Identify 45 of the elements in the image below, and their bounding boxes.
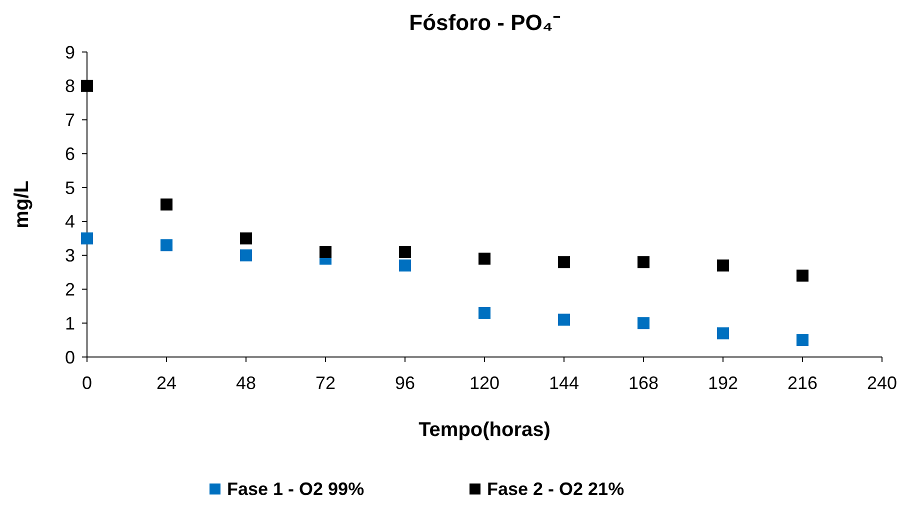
y-tick-label: 4 — [64, 212, 75, 232]
point — [160, 239, 172, 252]
y-tick-label: 1 — [64, 313, 75, 334]
x-tick-label: 144 — [548, 373, 580, 393]
point — [160, 198, 172, 210]
x-tick-label: 216 — [787, 373, 818, 393]
x-tick-label: 24 — [156, 373, 177, 393]
x-tick-label: 192 — [708, 373, 738, 393]
x-tick-label: 120 — [469, 373, 500, 393]
point — [81, 232, 93, 244]
point — [399, 260, 411, 272]
point — [81, 80, 93, 92]
point — [399, 246, 411, 258]
point — [320, 246, 332, 258]
legend-label: Fase 2 - O2 21% — [487, 479, 624, 499]
point — [240, 232, 252, 244]
point — [478, 306, 490, 319]
x-axis-title: Tempo(horas) — [418, 419, 550, 441]
y-tick-label: 8 — [64, 76, 75, 96]
point — [796, 334, 808, 346]
y-tick-label: 9 — [64, 42, 75, 62]
y-tick-label: 3 — [64, 246, 75, 266]
x-tick-label: 0 — [82, 373, 92, 393]
point — [717, 260, 729, 272]
point — [638, 256, 650, 268]
point — [558, 314, 570, 326]
chart-title: Fósforo - PO₄⁻ — [409, 10, 561, 35]
x-tick-label: 96 — [394, 373, 416, 393]
y-tick-label: 2 — [64, 280, 75, 300]
point — [717, 327, 729, 340]
legend-label: Fase 1 - O2 99% — [227, 479, 364, 499]
y-tick-label: 6 — [64, 144, 75, 164]
point — [638, 317, 650, 330]
y-axis-title: mg/L — [11, 180, 33, 228]
point — [240, 249, 252, 262]
x-tick-label: 72 — [315, 373, 336, 393]
x-tick-label: 240 — [866, 373, 898, 393]
x-tick-label: 48 — [236, 373, 256, 393]
y-tick-label: 7 — [64, 110, 75, 130]
point — [796, 270, 808, 282]
x-tick-label: 168 — [628, 373, 659, 393]
y-tick-label: 5 — [64, 178, 75, 198]
point — [558, 256, 570, 268]
point — [478, 252, 490, 265]
y-tick-label: 0 — [64, 347, 75, 368]
